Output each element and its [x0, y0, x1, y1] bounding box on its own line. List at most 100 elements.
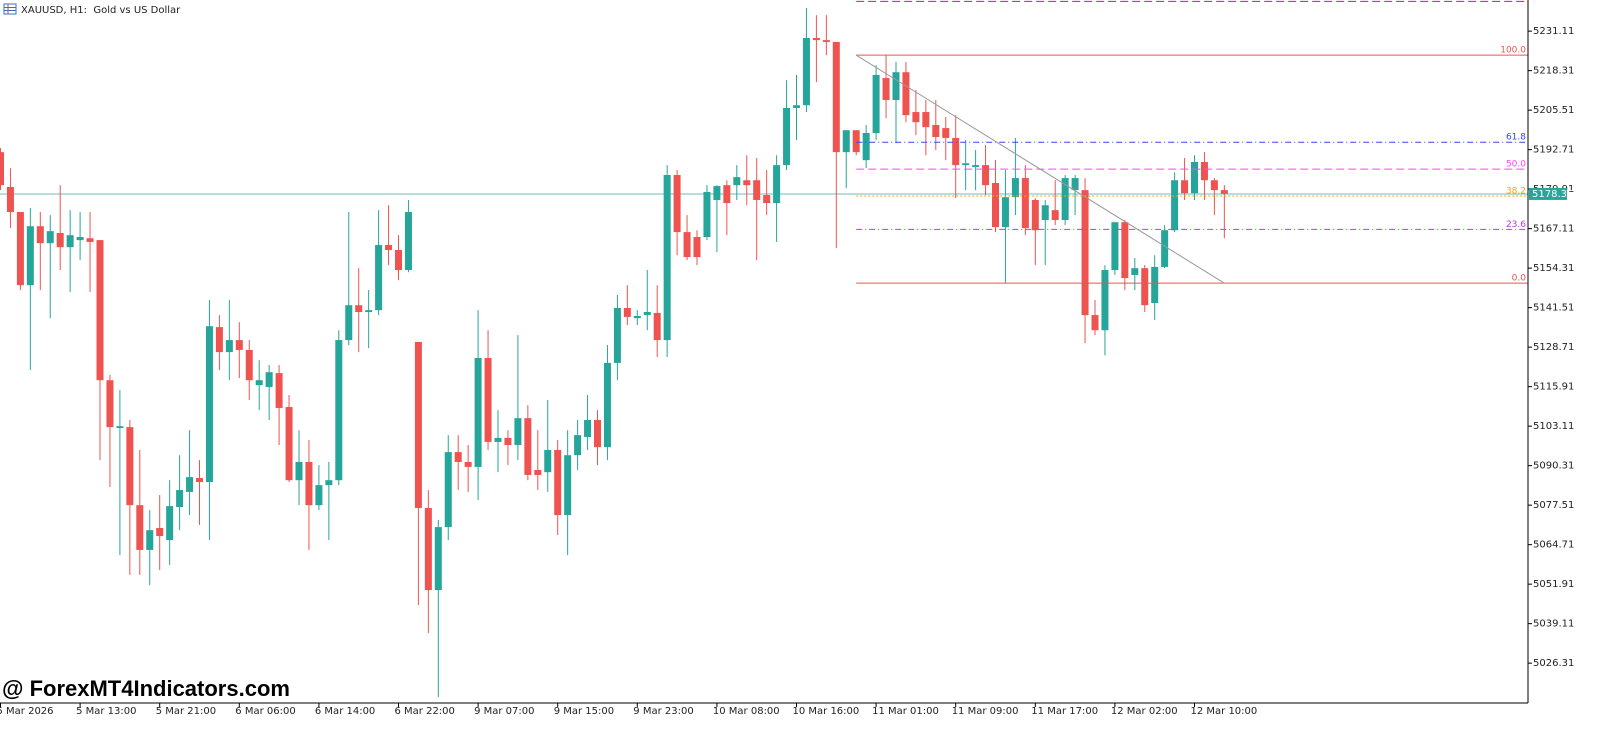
candle-body	[633, 316, 641, 319]
candle-body	[444, 452, 452, 528]
candle-body	[932, 124, 940, 138]
candle-body	[683, 232, 691, 258]
candle-body	[315, 485, 323, 506]
y-tick-label: 5026.31	[1533, 658, 1574, 669]
y-tick-label: 5077.51	[1533, 500, 1574, 511]
candle-body	[564, 455, 572, 516]
candle-body	[534, 470, 542, 475]
y-tick-label: 5039.11	[1533, 619, 1574, 630]
candle-body	[783, 108, 791, 166]
candle-body	[1210, 180, 1218, 191]
candle-body	[793, 105, 800, 109]
candle-body	[524, 418, 532, 475]
candle-body	[922, 112, 930, 128]
candle-body	[116, 426, 124, 429]
x-tick-label: 5 Mar 2026	[0, 706, 54, 717]
candle-body	[594, 420, 601, 448]
candle-body	[574, 435, 582, 456]
candle-body	[504, 437, 512, 446]
candle-body	[723, 185, 731, 204]
candle-body	[106, 380, 114, 428]
candle-body	[1101, 270, 1109, 331]
candle-body	[1171, 180, 1179, 231]
fib-level-label: 38.2	[1506, 187, 1526, 197]
candle-body	[255, 380, 263, 386]
candle-body	[335, 340, 343, 481]
candle-body	[245, 349, 253, 381]
candle-body	[1091, 315, 1099, 331]
candle-body	[16, 212, 24, 286]
candle-body	[1121, 222, 1129, 279]
y-tick-label: 5064.71	[1533, 540, 1574, 551]
x-tick-label: 6 Mar 06:00	[235, 706, 295, 717]
candle-body	[225, 340, 233, 353]
candle-body	[196, 478, 203, 483]
candle-body	[743, 180, 751, 186]
candle-body	[733, 177, 741, 186]
candle-body	[404, 212, 412, 271]
candle-body	[822, 40, 830, 42]
candle-body	[464, 461, 472, 467]
y-tick-label: 5090.31	[1533, 461, 1574, 472]
candle-body	[882, 78, 890, 100]
candle-body	[1151, 266, 1159, 304]
x-tick-label: 12 Mar 10:00	[1191, 706, 1258, 717]
candle-body	[603, 362, 611, 448]
candle-body	[0, 152, 4, 186]
candle-body	[385, 245, 393, 250]
candle-body	[1001, 197, 1009, 228]
candle-body	[773, 165, 781, 204]
candle-body	[972, 165, 980, 167]
fib-level-label: 50.0	[1506, 160, 1526, 170]
candle-body	[66, 235, 74, 248]
candle-body	[1181, 180, 1189, 194]
x-tick-label: 12 Mar 02:00	[1111, 706, 1178, 717]
candle-body	[763, 195, 771, 204]
candle-body	[912, 112, 920, 123]
candle-body	[653, 312, 661, 341]
candle-body	[305, 461, 313, 506]
candle-body	[544, 449, 552, 473]
current-price-label: 5178.35	[1532, 189, 1573, 200]
fib-level-label: 23.6	[1506, 220, 1526, 230]
x-tick-label: 6 Mar 14:00	[315, 706, 375, 717]
candle-body	[156, 528, 164, 537]
candle-body	[265, 372, 273, 387]
y-tick-label: 5205.51	[1533, 105, 1574, 116]
candle-body	[414, 341, 422, 508]
x-tick-label: 10 Mar 08:00	[713, 706, 780, 717]
y-tick-label: 5218.31	[1533, 66, 1574, 77]
candle-body	[842, 130, 850, 153]
fib-level-label: 61.8	[1506, 133, 1526, 143]
chart-title: XAUUSD, H1: Gold vs US Dollar	[21, 5, 181, 16]
candle-body	[852, 130, 860, 153]
candle-body	[902, 72, 910, 116]
candle-body	[892, 72, 900, 100]
candle-body	[673, 174, 681, 233]
candle-body	[1051, 210, 1059, 221]
y-tick-label: 5192.71	[1533, 145, 1574, 156]
candle-body	[1081, 190, 1089, 316]
fib-level-label: 100.0	[1500, 46, 1526, 56]
candle-body	[285, 407, 293, 481]
candle-body	[205, 326, 213, 483]
candle-body	[355, 305, 363, 312]
candle-body	[942, 128, 950, 138]
candle-body	[713, 186, 721, 200]
candle-body	[663, 174, 671, 341]
candle-body	[235, 340, 243, 350]
candle-body	[56, 232, 64, 248]
candle-body	[1061, 178, 1069, 221]
candle-body	[494, 437, 502, 442]
candle-body	[1041, 205, 1049, 221]
candle-body	[295, 461, 303, 481]
candle-body	[1161, 230, 1169, 267]
candle-body	[703, 191, 711, 238]
candle-body	[693, 237, 701, 258]
candle-body	[26, 226, 34, 286]
candle-body	[992, 183, 999, 228]
candle-body	[554, 449, 562, 516]
candle-body	[186, 477, 194, 492]
candle-body	[832, 41, 840, 153]
